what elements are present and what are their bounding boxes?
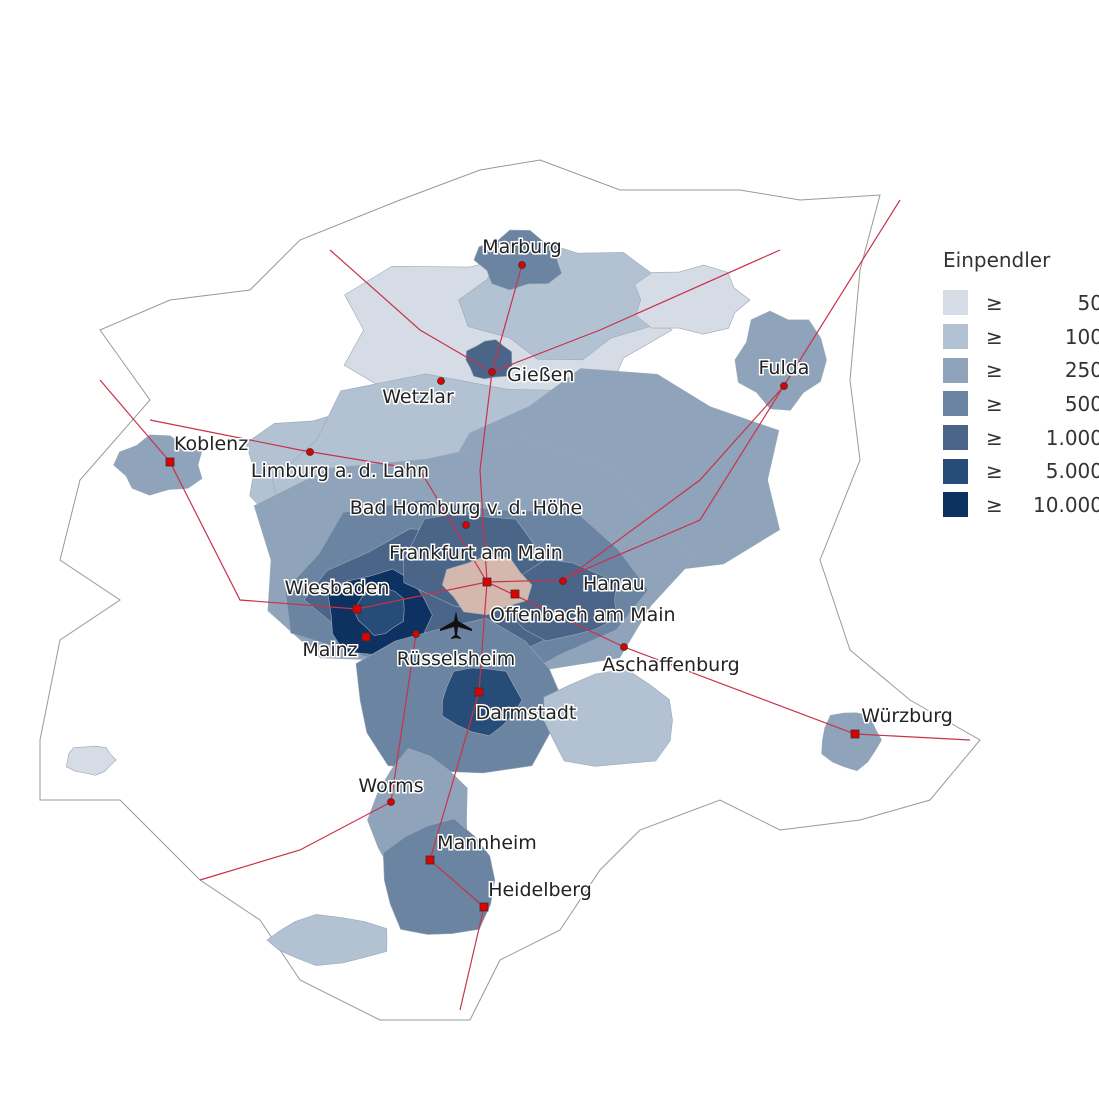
city-label: Gießen bbox=[507, 364, 574, 386]
city-label: Würzburg bbox=[861, 705, 953, 727]
legend-symbol: ≥ bbox=[986, 459, 1003, 484]
legend-title: Einpendler bbox=[943, 248, 1051, 272]
legend-value: 500 bbox=[1064, 391, 1099, 416]
legend-value: 50 bbox=[1077, 290, 1099, 315]
city-label: Mannheim bbox=[437, 832, 537, 854]
city-marker bbox=[361, 632, 371, 642]
rail-line bbox=[562, 385, 785, 582]
legend-symbol: ≥ bbox=[986, 492, 1003, 517]
legend-swatch bbox=[943, 290, 968, 316]
region bbox=[543, 668, 673, 767]
city-marker bbox=[482, 577, 492, 587]
city-marker bbox=[425, 855, 435, 865]
city-marker bbox=[559, 577, 567, 585]
city-label: Aschaffenburg bbox=[602, 654, 740, 676]
legend-swatch bbox=[943, 324, 968, 350]
city-marker bbox=[412, 630, 420, 638]
city-marker bbox=[352, 604, 362, 614]
city-marker bbox=[780, 382, 788, 390]
legend-swatch bbox=[943, 391, 968, 417]
city-marker bbox=[850, 729, 860, 739]
city-label: Offenbach am Main bbox=[490, 604, 676, 626]
legend-item: ≥ 50 bbox=[943, 286, 1099, 320]
city-label: Wetzlar bbox=[382, 386, 454, 408]
legend-item: ≥ 500 bbox=[943, 387, 1099, 421]
city-label: Mainz bbox=[302, 639, 357, 661]
map-regions bbox=[39, 159, 981, 1021]
region bbox=[634, 264, 751, 335]
region bbox=[441, 667, 523, 737]
city-marker bbox=[479, 902, 489, 912]
legend: Einpendler ≥ 50 ≥ 100 ≥ 250 ≥ 500 ≥ 1.00… bbox=[943, 248, 1099, 522]
region bbox=[66, 745, 117, 776]
legend-symbol: ≥ bbox=[986, 425, 1003, 450]
legend-value: 250 bbox=[1064, 358, 1099, 383]
city-marker bbox=[620, 643, 628, 651]
region bbox=[266, 914, 388, 966]
city-marker bbox=[518, 261, 526, 269]
legend-item: ≥ 5.000 bbox=[943, 454, 1099, 488]
legend-swatch bbox=[943, 492, 968, 518]
city-label: Limburg a. d. Lahn bbox=[251, 460, 429, 482]
legend-swatch bbox=[943, 425, 968, 451]
city-labels: Marburg Gießen Wetzlar Fulda KoblenzLimburg … bbox=[173, 235, 955, 903]
legend-symbol: ≥ bbox=[986, 358, 1003, 383]
city-label: Rüsselsheim bbox=[397, 648, 516, 670]
city-marker bbox=[387, 798, 395, 806]
region bbox=[734, 310, 827, 411]
city-label: Heidelberg bbox=[488, 879, 592, 901]
legend-item: ≥ 1.000 bbox=[943, 421, 1099, 455]
region bbox=[113, 434, 203, 496]
legend-symbol: ≥ bbox=[986, 391, 1003, 416]
legend-item: ≥ 250 bbox=[943, 353, 1099, 387]
city-label: Darmstadt bbox=[476, 702, 577, 724]
city-markers bbox=[165, 261, 860, 912]
rail-line bbox=[99, 379, 971, 741]
city-marker bbox=[306, 448, 314, 456]
legend-swatch bbox=[943, 357, 968, 383]
city-marker bbox=[437, 377, 445, 385]
city-label: Bad Homburg v. d. Höhe bbox=[350, 497, 583, 519]
city-label: Koblenz bbox=[174, 433, 248, 455]
region bbox=[473, 229, 562, 291]
city-label: Marburg bbox=[482, 236, 562, 258]
city-marker bbox=[462, 521, 470, 529]
legend-value: 100 bbox=[1064, 324, 1099, 349]
legend-value: 10.000 bbox=[1033, 492, 1099, 517]
city-label: Frankfurt am Main bbox=[389, 542, 563, 564]
region bbox=[382, 818, 496, 935]
legend-value: 5.000 bbox=[1045, 459, 1099, 484]
city-marker bbox=[474, 687, 484, 697]
city-marker bbox=[488, 368, 496, 376]
legend-item: ≥ 10.000 bbox=[943, 488, 1099, 522]
city-marker bbox=[510, 589, 520, 599]
airplane-icon bbox=[440, 611, 472, 639]
legend-symbol: ≥ bbox=[986, 290, 1003, 315]
city-label: Hanau bbox=[583, 573, 645, 595]
legend-value: 1.000 bbox=[1045, 425, 1099, 450]
legend-swatch bbox=[943, 458, 968, 484]
legend-symbol: ≥ bbox=[986, 324, 1003, 349]
rail-line bbox=[429, 264, 523, 1011]
city-marker bbox=[165, 457, 175, 467]
legend-item: ≥ 100 bbox=[943, 320, 1099, 354]
city-label: Worms bbox=[358, 775, 423, 797]
rail-line bbox=[199, 633, 417, 881]
city-label: Wiesbaden bbox=[285, 577, 390, 599]
city-label: Fulda bbox=[759, 357, 810, 379]
